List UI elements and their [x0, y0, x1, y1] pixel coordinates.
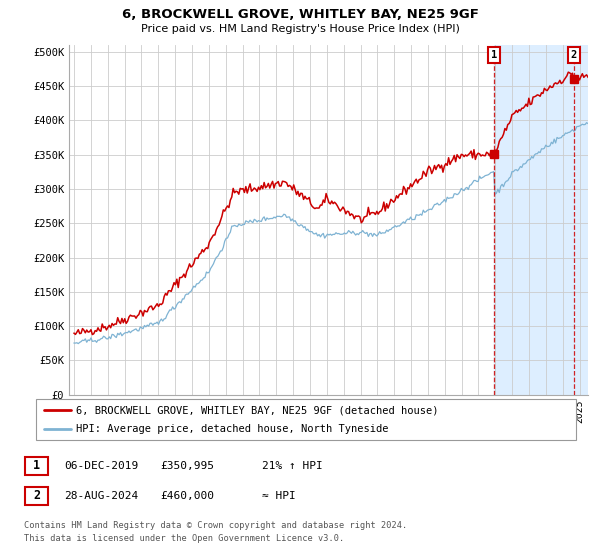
Text: 6, BROCKWELL GROVE, WHITLEY BAY, NE25 9GF: 6, BROCKWELL GROVE, WHITLEY BAY, NE25 9G… [122, 8, 478, 21]
Text: Price paid vs. HM Land Registry's House Price Index (HPI): Price paid vs. HM Land Registry's House … [140, 24, 460, 34]
FancyBboxPatch shape [25, 487, 48, 505]
Text: HPI: Average price, detached house, North Tyneside: HPI: Average price, detached house, Nort… [77, 424, 389, 433]
Text: Contains HM Land Registry data © Crown copyright and database right 2024.: Contains HM Land Registry data © Crown c… [24, 521, 407, 530]
Text: 1: 1 [33, 459, 40, 473]
Text: 1: 1 [491, 50, 497, 60]
Text: 28-AUG-2024: 28-AUG-2024 [64, 491, 139, 501]
Text: 2: 2 [571, 50, 577, 60]
FancyBboxPatch shape [36, 399, 576, 440]
Text: £460,000: £460,000 [160, 491, 214, 501]
Text: 06-DEC-2019: 06-DEC-2019 [64, 461, 139, 471]
Text: 21% ↑ HPI: 21% ↑ HPI [262, 461, 323, 471]
FancyBboxPatch shape [25, 457, 48, 475]
Text: ≈ HPI: ≈ HPI [262, 491, 296, 501]
Text: 2: 2 [33, 489, 40, 502]
Bar [494, 45, 588, 395]
Text: 6, BROCKWELL GROVE, WHITLEY BAY, NE25 9GF (detached house): 6, BROCKWELL GROVE, WHITLEY BAY, NE25 9G… [77, 405, 439, 415]
Text: £350,995: £350,995 [160, 461, 214, 471]
Text: This data is licensed under the Open Government Licence v3.0.: This data is licensed under the Open Gov… [24, 534, 344, 543]
